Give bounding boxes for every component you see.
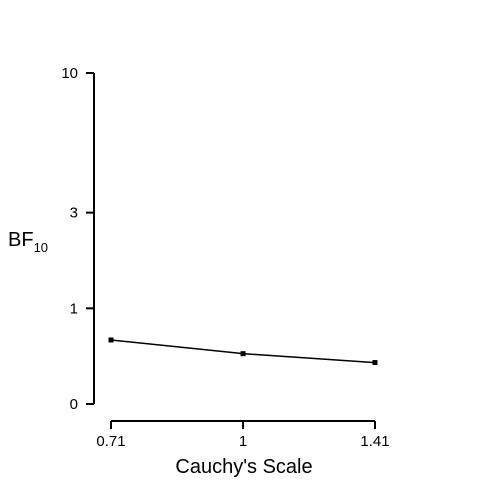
x-axis-title: Cauchy's Scale — [175, 456, 312, 478]
y-axis-title-subscript: 10 — [34, 240, 48, 255]
y-axis-title: BF10 — [8, 229, 48, 255]
data-point — [372, 360, 378, 366]
y-tick-label: 10 — [61, 65, 78, 82]
y-tick-label: 3 — [70, 205, 78, 222]
y-axis: 0 1 3 10 — [61, 65, 95, 413]
y-tick-label: 1 — [70, 300, 78, 317]
y-axis-title-main: BF — [8, 229, 34, 251]
plot-area — [108, 337, 378, 366]
x-tick-label: 1.41 — [360, 433, 389, 450]
x-tick-label: 1 — [239, 433, 247, 450]
data-point — [240, 351, 246, 357]
x-tick-label: 0.71 — [96, 433, 125, 450]
x-axis: 0.71 1 1.41 — [96, 420, 390, 450]
data-point — [108, 337, 114, 343]
y-tick-label: 0 — [70, 396, 78, 413]
